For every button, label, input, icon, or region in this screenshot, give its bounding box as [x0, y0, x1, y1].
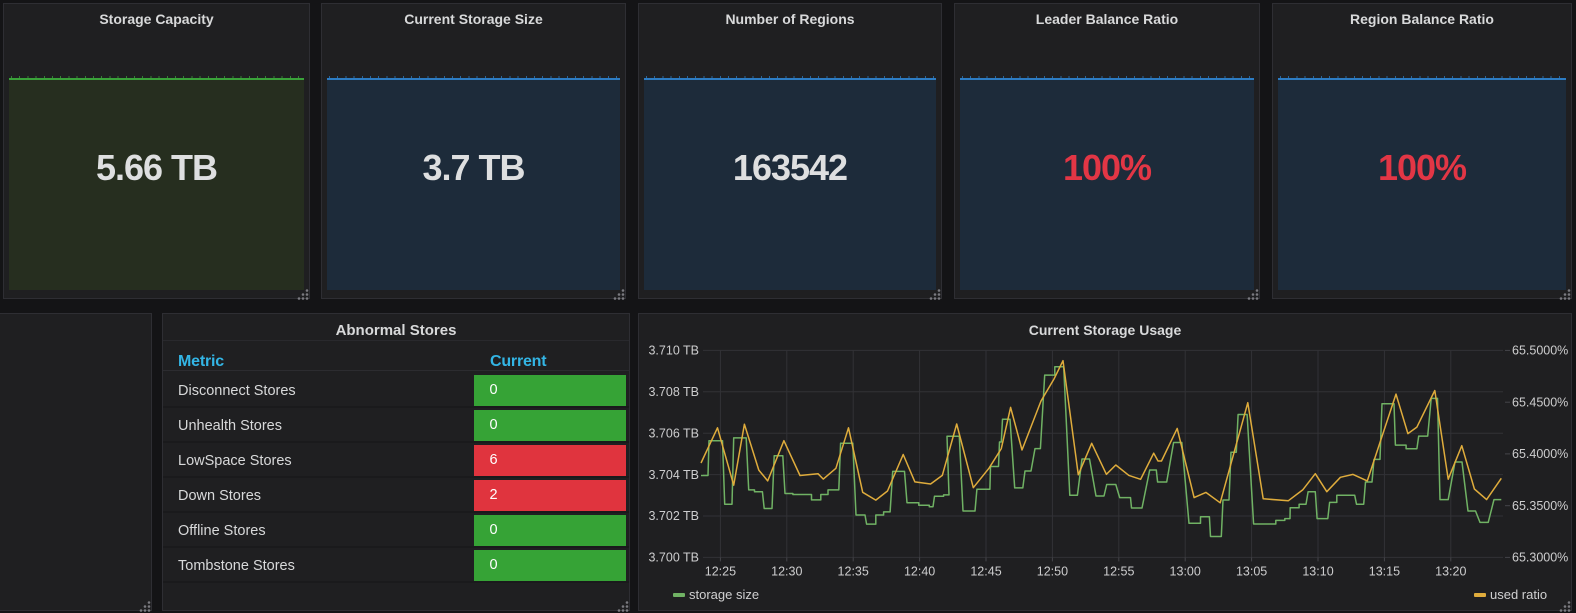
svg-text:13:15: 13:15	[1369, 565, 1400, 579]
svg-text:65.4500%: 65.4500%	[1512, 395, 1568, 409]
svg-text:3.710 TB: 3.710 TB	[648, 344, 699, 358]
svg-text:12:55: 12:55	[1103, 565, 1134, 579]
svg-text:65.4000%: 65.4000%	[1512, 447, 1568, 461]
svg-text:12:25: 12:25	[705, 565, 736, 579]
svg-text:3.700 TB: 3.700 TB	[648, 551, 699, 565]
svg-text:3.702 TB: 3.702 TB	[648, 509, 699, 523]
svg-text:13:05: 13:05	[1236, 565, 1267, 579]
svg-text:3.708 TB: 3.708 TB	[648, 385, 699, 399]
svg-text:65.5000%: 65.5000%	[1512, 344, 1568, 358]
svg-text:65.3500%: 65.3500%	[1512, 499, 1568, 513]
svg-text:12:35: 12:35	[838, 565, 869, 579]
svg-text:3.706 TB: 3.706 TB	[648, 426, 699, 440]
svg-text:13:00: 13:00	[1170, 565, 1201, 579]
svg-text:12:50: 12:50	[1037, 565, 1068, 579]
svg-text:12:30: 12:30	[771, 565, 802, 579]
svg-text:12:40: 12:40	[904, 565, 935, 579]
svg-text:13:10: 13:10	[1302, 565, 1333, 579]
svg-text:12:45: 12:45	[970, 565, 1001, 579]
svg-text:3.704 TB: 3.704 TB	[648, 468, 699, 482]
svg-text:65.3000%: 65.3000%	[1512, 551, 1568, 565]
svg-text:13:20: 13:20	[1435, 565, 1466, 579]
